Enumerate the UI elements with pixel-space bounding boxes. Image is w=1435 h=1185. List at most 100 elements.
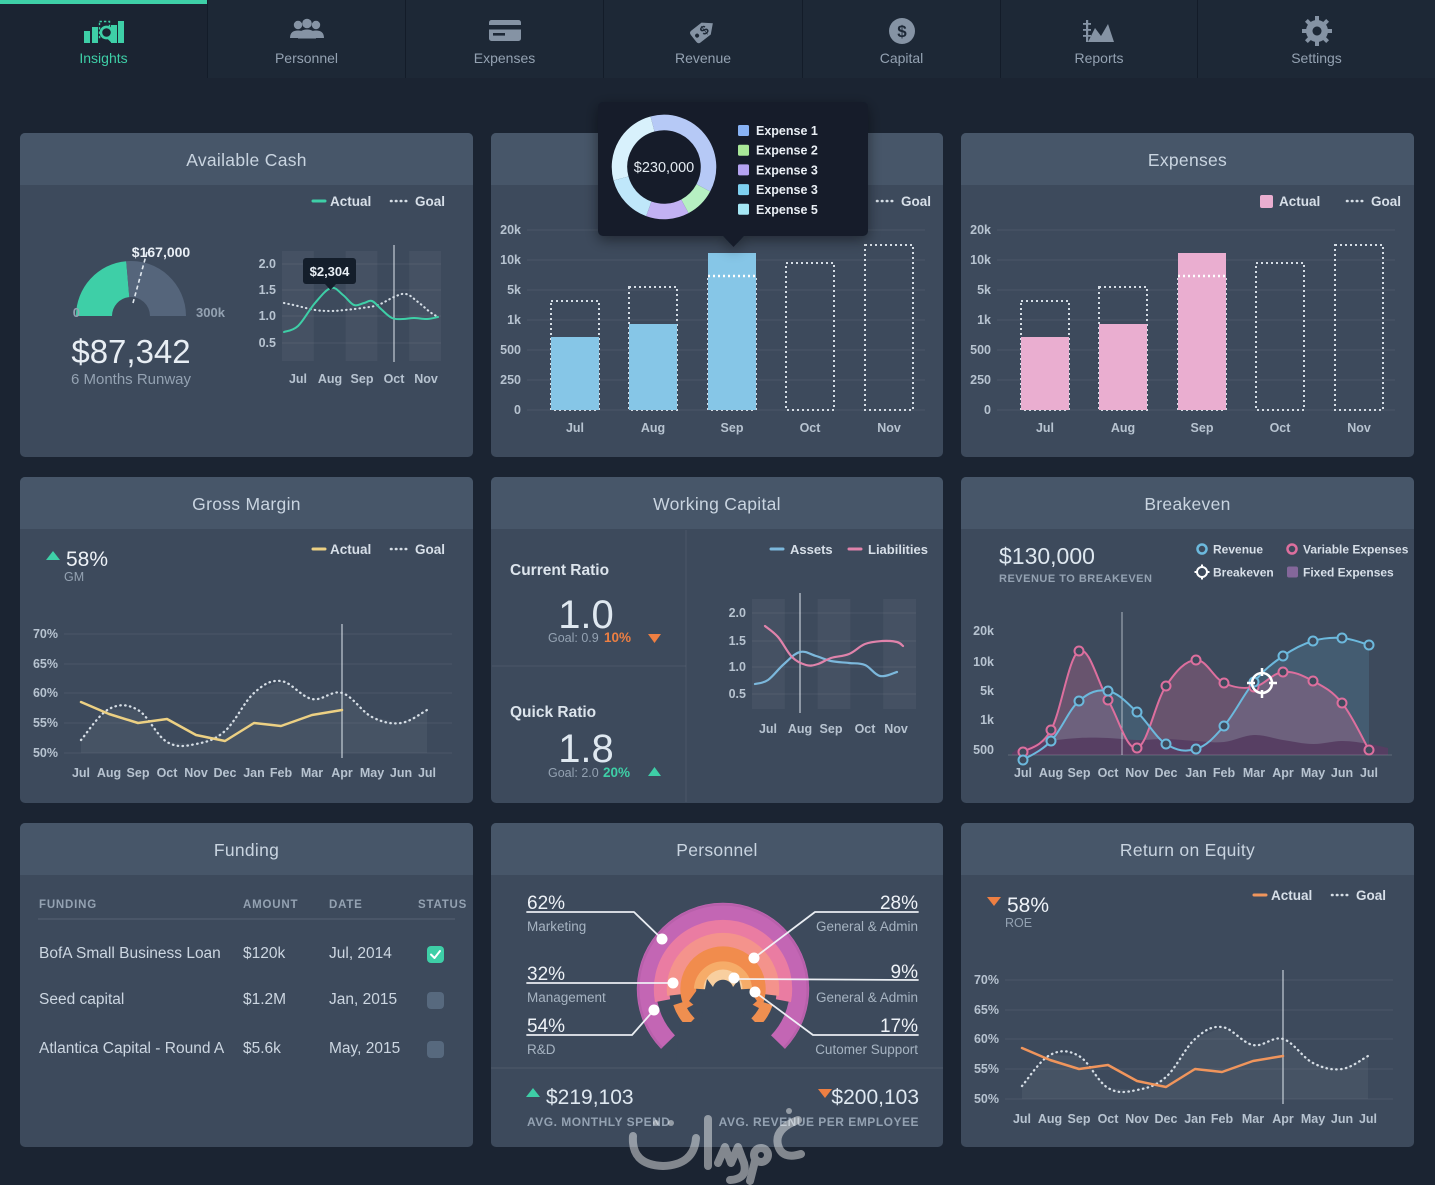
svg-text:Sep: Sep: [1068, 1112, 1091, 1126]
svg-text:55%: 55%: [974, 1062, 999, 1076]
svg-text:May: May: [360, 766, 384, 780]
svg-text:FUNDING: FUNDING: [39, 899, 97, 911]
svg-text:Jul: Jul: [1036, 421, 1054, 435]
svg-text:Goal: 0.9: Goal: 0.9: [548, 631, 599, 645]
svg-text:Goal: Goal: [1371, 194, 1401, 209]
svg-text:$130,000: $130,000: [999, 543, 1095, 569]
svg-text:1k: 1k: [977, 313, 991, 327]
svg-text:Goal: Goal: [415, 542, 445, 557]
svg-text:20k: 20k: [973, 624, 994, 638]
svg-text:Sep: Sep: [721, 421, 744, 435]
svg-text:500: 500: [970, 343, 991, 357]
svg-text:1.5: 1.5: [259, 283, 276, 297]
svg-text:Expense 3: Expense 3: [756, 183, 818, 197]
svg-text:Expense 3: Expense 3: [756, 163, 818, 177]
svg-text:5k: 5k: [507, 283, 521, 297]
svg-text:10k: 10k: [973, 655, 994, 669]
svg-text:Oct: Oct: [384, 372, 406, 386]
svg-text:Quick Ratio: Quick Ratio: [510, 704, 596, 721]
svg-text:5k: 5k: [977, 283, 991, 297]
svg-text:58%: 58%: [1007, 894, 1049, 917]
svg-text:Expense 2: Expense 2: [756, 144, 818, 158]
svg-text:Feb: Feb: [270, 766, 293, 780]
svg-text:Nov: Nov: [1125, 1112, 1149, 1126]
svg-text:Aug: Aug: [318, 372, 342, 386]
svg-text:Apr: Apr: [1272, 766, 1294, 780]
svg-text:$5.6k: $5.6k: [243, 1040, 281, 1057]
svg-text:32%: 32%: [527, 964, 565, 985]
svg-text:Fixed Expenses: Fixed Expenses: [1303, 566, 1394, 580]
svg-text:500: 500: [500, 343, 521, 357]
svg-text:Marketing: Marketing: [527, 919, 586, 934]
svg-text:Oct: Oct: [800, 421, 822, 435]
svg-text:0: 0: [984, 403, 991, 417]
svg-text:Aug: Aug: [1039, 766, 1063, 780]
svg-text:20%: 20%: [603, 765, 630, 780]
svg-text:Actual: Actual: [1271, 888, 1312, 903]
svg-text:Feb: Feb: [1213, 766, 1236, 780]
svg-text:Sep: Sep: [127, 766, 150, 780]
svg-text:9%: 9%: [891, 962, 919, 983]
svg-text:60%: 60%: [974, 1032, 999, 1046]
svg-text:Apr: Apr: [331, 766, 353, 780]
svg-text:Sep: Sep: [820, 722, 843, 736]
svg-text:Atlantica Capital - Round A: Atlantica Capital - Round A: [39, 1040, 225, 1057]
svg-text:Nov: Nov: [1125, 766, 1149, 780]
svg-text:1.0: 1.0: [729, 660, 746, 674]
svg-text:Nov: Nov: [884, 722, 908, 736]
svg-text:10%: 10%: [604, 630, 631, 645]
svg-text:Jul: Jul: [759, 722, 777, 736]
svg-text:May, 2015: May, 2015: [329, 1040, 400, 1057]
svg-text:1k: 1k: [507, 313, 521, 327]
svg-text:Variable Expenses: Variable Expenses: [1303, 543, 1409, 557]
svg-text:0: 0: [73, 305, 80, 320]
svg-text:Breakeven: Breakeven: [1213, 566, 1274, 580]
svg-text:$: $: [897, 22, 907, 41]
svg-text:Aug: Aug: [788, 722, 812, 736]
svg-text:300k: 300k: [196, 305, 226, 320]
svg-text:Actual: Actual: [330, 194, 371, 209]
svg-text:Aug: Aug: [641, 421, 665, 435]
svg-text:Sep: Sep: [1068, 766, 1091, 780]
svg-text:Jul: Jul: [289, 372, 307, 386]
svg-text:65%: 65%: [33, 657, 58, 671]
svg-text:Aug: Aug: [97, 766, 121, 780]
svg-text:65%: 65%: [974, 1003, 999, 1017]
svg-text:$2,304: $2,304: [310, 264, 351, 279]
svg-text:Cutomer Support: Cutomer Support: [815, 1042, 918, 1057]
svg-text:Jul, 2014: Jul, 2014: [329, 945, 392, 962]
svg-text:Jun: Jun: [390, 766, 412, 780]
svg-text:May: May: [1301, 766, 1325, 780]
svg-text:1k: 1k: [980, 713, 994, 727]
svg-text:Mar: Mar: [1243, 766, 1265, 780]
svg-text:$87,342: $87,342: [71, 333, 190, 370]
svg-text:1.8: 1.8: [558, 727, 614, 771]
svg-text:Feb: Feb: [1211, 1112, 1234, 1126]
svg-text:$200,103: $200,103: [831, 1086, 919, 1109]
svg-text:250: 250: [970, 373, 991, 387]
svg-text:Revenue: Revenue: [1213, 543, 1263, 557]
svg-text:0.5: 0.5: [729, 687, 746, 701]
svg-text:2.0: 2.0: [729, 606, 746, 620]
svg-text:Goal: Goal: [415, 194, 445, 209]
svg-text:55%: 55%: [33, 716, 58, 730]
svg-text:Oct: Oct: [855, 722, 877, 736]
svg-text:50%: 50%: [33, 746, 58, 760]
svg-text:Dec: Dec: [1155, 1112, 1178, 1126]
svg-text:2.0: 2.0: [259, 257, 276, 271]
svg-text:Management: Management: [527, 990, 606, 1005]
svg-text:Aug: Aug: [1038, 1112, 1062, 1126]
svg-text:Goal: 2.0: Goal: 2.0: [548, 766, 599, 780]
svg-text:5k: 5k: [980, 684, 994, 698]
svg-text:BofA Small Business Loan: BofA Small Business Loan: [39, 945, 221, 962]
svg-text:Assets: Assets: [790, 542, 833, 557]
svg-text:May: May: [1301, 1112, 1325, 1126]
svg-text:Nov: Nov: [184, 766, 208, 780]
svg-text:Dec: Dec: [1155, 766, 1178, 780]
svg-text:Sep: Sep: [1191, 421, 1214, 435]
svg-text:Goal: Goal: [1356, 888, 1386, 903]
svg-text:Actual: Actual: [330, 542, 371, 557]
svg-text:0.5: 0.5: [259, 336, 276, 350]
svg-text:Jun: Jun: [1331, 766, 1353, 780]
svg-text:54%: 54%: [527, 1016, 565, 1037]
